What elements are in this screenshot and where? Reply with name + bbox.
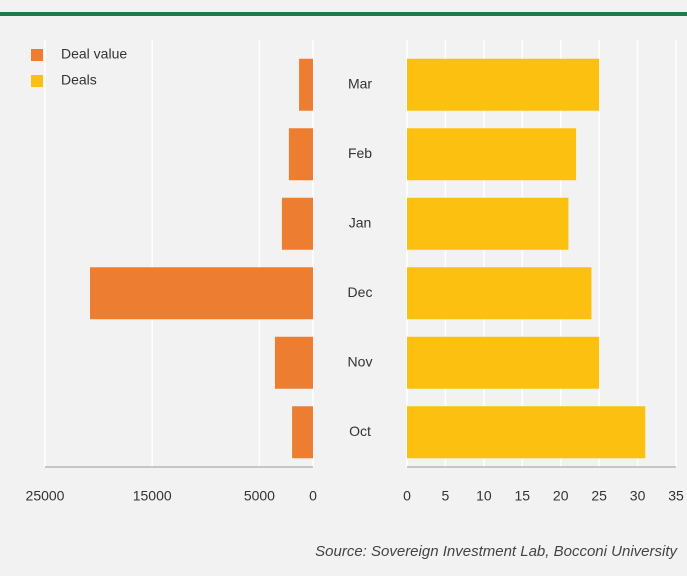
x-tick-label: 5 xyxy=(442,488,450,504)
bar xyxy=(407,336,600,389)
bar xyxy=(281,197,313,250)
x-tick-label: 25000 xyxy=(26,488,65,504)
category-label: Oct xyxy=(349,423,371,439)
x-tick-label: 0 xyxy=(309,488,317,504)
x-tick-label: 35 xyxy=(668,488,684,504)
x-tick-label: 10 xyxy=(476,488,492,504)
top-rule xyxy=(0,12,687,16)
bar xyxy=(274,336,313,389)
bar xyxy=(299,58,313,111)
x-tick-label: 15000 xyxy=(133,488,172,504)
category-label: Jan xyxy=(349,214,372,230)
x-tick-label: 15 xyxy=(514,488,530,504)
x-tick-label: 20 xyxy=(553,488,569,504)
category-label: Nov xyxy=(348,353,373,369)
x-tick-label: 25 xyxy=(591,488,607,504)
x-tick-label: 5000 xyxy=(244,488,275,504)
bar xyxy=(407,267,592,320)
x-tick-label: 0 xyxy=(403,488,411,504)
legend-label: Deals xyxy=(61,72,97,88)
legend-label: Deal value xyxy=(61,46,127,62)
category-label: Dec xyxy=(348,284,373,300)
x-tick-label: 30 xyxy=(630,488,646,504)
bar xyxy=(292,406,313,459)
bar xyxy=(407,406,646,459)
category-label: Feb xyxy=(348,145,372,161)
bar xyxy=(288,128,313,181)
legend-swatch xyxy=(31,49,43,61)
legend-swatch xyxy=(31,75,43,87)
bar xyxy=(407,58,600,111)
bar xyxy=(407,197,569,250)
bar xyxy=(90,267,313,320)
category-label: Mar xyxy=(348,75,372,91)
bar xyxy=(407,128,577,181)
source-note: Source: Sovereign Investment Lab, Boccon… xyxy=(315,543,678,560)
